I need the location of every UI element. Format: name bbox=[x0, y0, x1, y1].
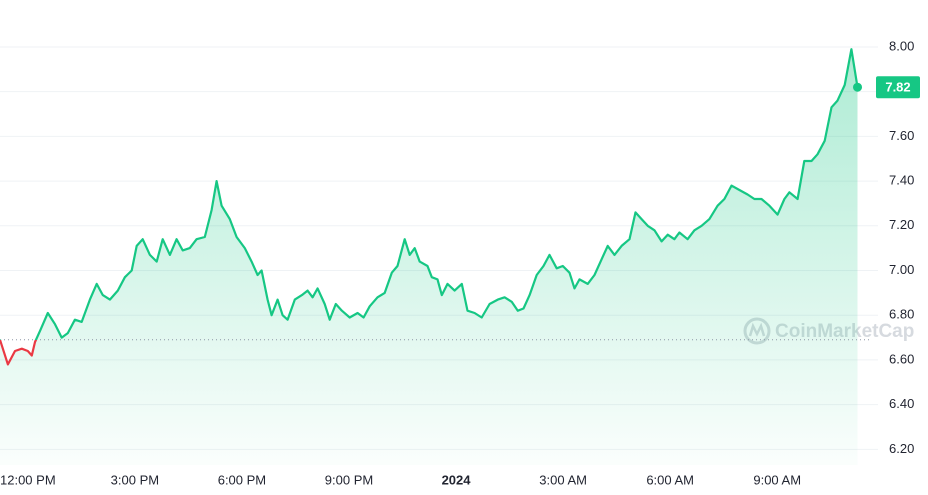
x-tick-label: 9:00 PM bbox=[325, 472, 373, 487]
current-price-label: 7.82 bbox=[885, 80, 910, 95]
x-tick-label: 3:00 PM bbox=[111, 472, 159, 487]
x-tick-label: 3:00 AM bbox=[539, 472, 587, 487]
y-tick-label: 6.60 bbox=[889, 351, 914, 366]
x-tick-label: 2024 bbox=[442, 472, 472, 487]
x-tick-label: 6:00 PM bbox=[218, 472, 266, 487]
price-line bbox=[0, 48, 859, 366]
current-price-tag bbox=[876, 76, 920, 99]
y-tick-label: 7.20 bbox=[889, 217, 914, 232]
y-tick-label: 6.80 bbox=[889, 307, 914, 322]
y-tick-label: 8.00 bbox=[889, 38, 914, 53]
x-tick-label: 12:00 PM bbox=[0, 472, 56, 487]
x-tick-label: 6:00 AM bbox=[646, 472, 694, 487]
y-tick-label: 6.20 bbox=[889, 441, 914, 456]
price-area bbox=[0, 49, 858, 465]
x-tick-label: 9:00 AM bbox=[753, 472, 801, 487]
y-tick-label: 7.00 bbox=[889, 262, 914, 277]
current-point bbox=[853, 82, 863, 92]
y-tick-label: 6.40 bbox=[889, 396, 914, 411]
y-tick-label: 7.60 bbox=[889, 128, 914, 143]
y-tick-label: 7.40 bbox=[889, 173, 914, 188]
